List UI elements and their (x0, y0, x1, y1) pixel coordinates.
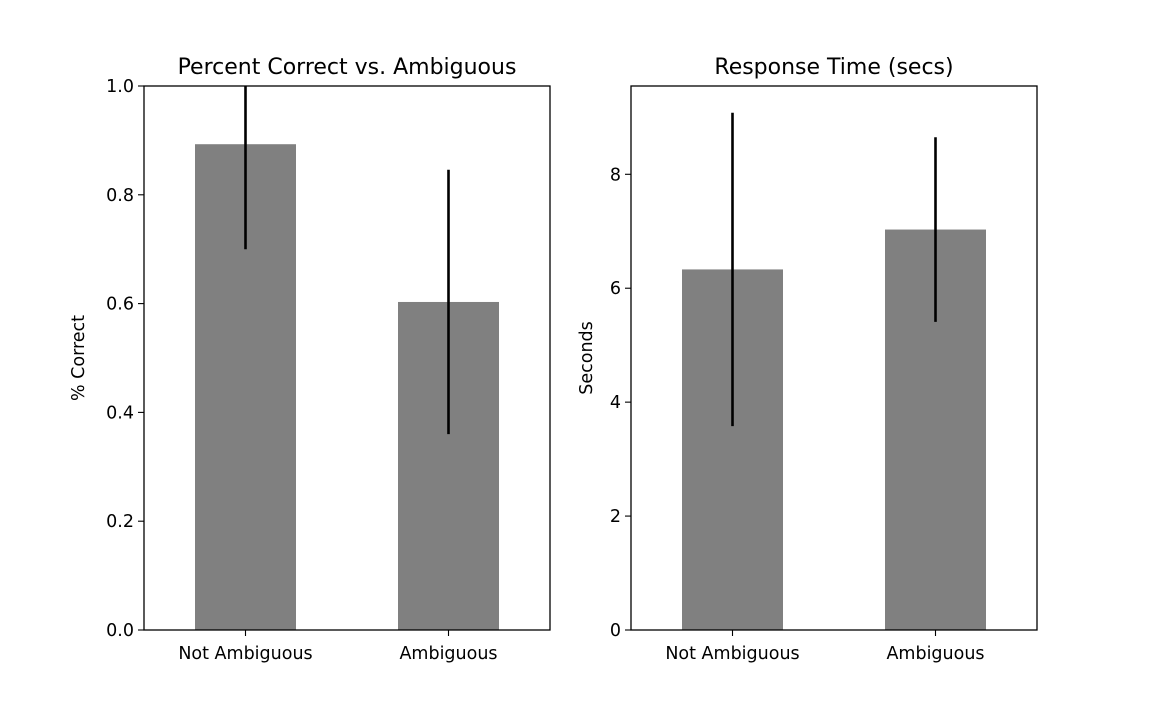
x-tick-label: Not Ambiguous (178, 644, 312, 664)
y-tick-label: 4 (610, 393, 621, 413)
x-tick-label: Ambiguous (886, 644, 984, 664)
y-axis-label: % Correct (69, 315, 89, 401)
axes-frame (630, 85, 1038, 631)
chart-title: Response Time (secs) (714, 55, 953, 80)
x-tick-label: Ambiguous (399, 644, 497, 664)
y-tick-label: 0.2 (106, 512, 134, 532)
y-tick-label: 0.4 (106, 403, 134, 423)
y-tick-label: 8 (610, 165, 621, 185)
y-tick-label: 0 (610, 621, 621, 641)
y-tick-label: 6 (610, 279, 621, 299)
y-tick-label: 2 (610, 507, 621, 527)
chart-panel-percent-correct: 0.0 0.2 0.4 0.6 0.8 1.0 Not Ambiguous Ambiguous… (69, 55, 551, 664)
axes-frame (143, 85, 551, 631)
y-tick-label: 0.8 (106, 186, 134, 206)
chart-title: Percent Correct vs. Ambiguous (178, 55, 517, 80)
y-tick-label: 0.6 (106, 295, 134, 315)
y-tick-label: 0.0 (106, 621, 134, 641)
chart-panel-response-time: 0 2 4 6 8 Not Ambiguous Ambiguous Response Time… (577, 55, 1038, 664)
y-tick-label: 1.0 (106, 77, 134, 97)
x-tick-label: Not Ambiguous (665, 644, 799, 664)
y-axis-label: Seconds (577, 321, 597, 395)
